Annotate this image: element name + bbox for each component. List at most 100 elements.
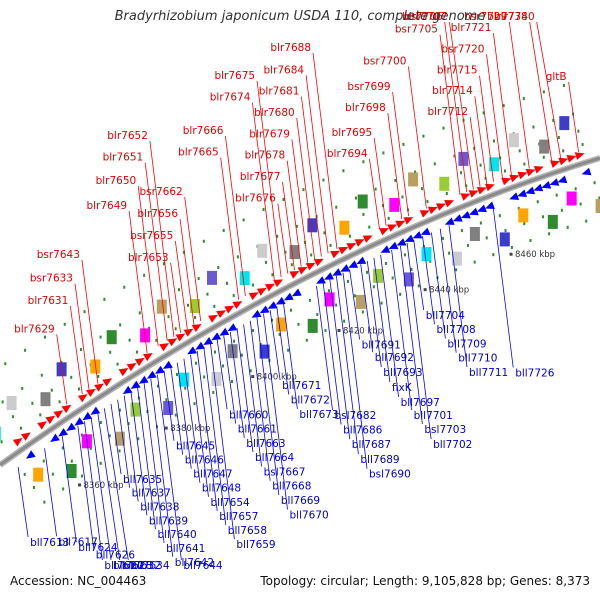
track-tick-5 — [32, 485, 35, 489]
reverse-gene-leader — [276, 306, 290, 395]
forward-strand-arrow — [256, 287, 267, 296]
track-tick-5 — [89, 446, 92, 450]
track-tick-6 — [529, 238, 532, 242]
kbp-tick-mark — [509, 252, 513, 256]
forward-strand-arrow — [550, 160, 560, 168]
feature-block-lower — [179, 372, 190, 387]
forward-strand-arrow — [191, 324, 202, 332]
track-tick-6 — [249, 369, 252, 373]
track-tick-5 — [410, 267, 413, 271]
track-tick-4 — [175, 373, 178, 377]
forward-strand-arrow — [501, 177, 512, 186]
track-tick-4 — [42, 459, 45, 463]
forward-gene-leader — [174, 240, 188, 329]
forward-gene-label: blr7678 — [245, 150, 286, 162]
reverse-gene-label: bll7692 — [375, 352, 414, 364]
track-tick-0 — [194, 315, 197, 319]
reverse-strand-arrow — [267, 301, 278, 309]
forward-gene-leader — [256, 80, 282, 278]
feature-block-upper — [339, 220, 350, 235]
feature-block-lower — [66, 464, 77, 478]
reverse-gene-leader — [170, 366, 184, 455]
forward-gene-label: bsr7729 — [464, 11, 507, 23]
genome-title: Bradyrhizobium japonicum USDA 110, compl… — [114, 9, 486, 24]
feature-block-upper — [508, 133, 519, 148]
track-tick-0 — [39, 413, 42, 417]
track-tick-4 — [328, 289, 331, 293]
feature-block-upper — [389, 197, 400, 212]
track-tick-2 — [138, 311, 141, 315]
feature-block-upper — [559, 116, 570, 131]
reverse-strand-arrow — [420, 227, 431, 235]
reverse-gene-label: bll7689 — [360, 454, 399, 466]
track-tick-4 — [479, 221, 482, 225]
track-tick-4 — [156, 384, 159, 388]
track-tick-3 — [43, 335, 46, 339]
feature-block-lower — [307, 318, 318, 333]
feature-block-upper — [189, 299, 200, 313]
track-tick-6 — [455, 268, 458, 272]
track-tick-5 — [429, 259, 432, 263]
forward-gene-label: blr7738 — [487, 11, 528, 23]
forward-gene-label: bsr7720 — [441, 43, 484, 55]
forward-strand-arrow — [143, 353, 153, 362]
forward-gene-label: blr7676 — [235, 193, 276, 205]
feature-block-upper — [439, 176, 450, 191]
forward-strand-arrow — [126, 363, 137, 372]
forward-strand-arrow — [444, 200, 455, 208]
feature-block-lower — [324, 292, 335, 307]
reverse-gene-leader — [283, 302, 298, 409]
track-tick-3 — [382, 151, 385, 155]
track-tick-2 — [217, 266, 220, 270]
track-tick-6 — [193, 402, 196, 406]
forward-gene-leader — [74, 283, 90, 390]
feature-block-lower — [421, 247, 432, 262]
forward-strand-arrow — [45, 415, 56, 425]
track-tick-6 — [566, 225, 569, 229]
track-tick-4 — [498, 214, 501, 218]
forward-gene-label: bsr7655 — [130, 230, 173, 242]
feature-block-upper — [207, 270, 217, 285]
feature-block-lower — [355, 294, 366, 309]
track-tick-3 — [282, 197, 285, 201]
forward-gene-label: bsr7707 — [404, 11, 447, 23]
track-tick-0 — [116, 362, 119, 366]
track-tick-0 — [368, 225, 371, 229]
reverse-gene-label: bll7668 — [272, 481, 311, 493]
reverse-gene-label: bsl7703 — [424, 424, 466, 436]
track-tick-6 — [174, 413, 177, 417]
track-tick-2 — [492, 139, 495, 143]
forward-gene-label: blr7715 — [437, 65, 478, 77]
reverse-gene-label: bll7671 — [282, 380, 321, 392]
track-tick-2 — [453, 154, 456, 158]
track-tick-4 — [118, 408, 121, 412]
reverse-strand-arrow — [146, 370, 157, 379]
reverse-gene-label: bll7691 — [362, 340, 401, 352]
forward-strand-arrow — [224, 305, 235, 314]
reverse-gene-label: bll7710 — [458, 353, 497, 365]
reverse-strand-arrow — [283, 292, 294, 301]
forward-gene-leader — [373, 137, 387, 227]
track-tick-0 — [58, 400, 61, 404]
kbp-tick-mark — [337, 328, 341, 332]
forward-strand-arrow — [12, 438, 23, 447]
reverse-gene-leader — [373, 257, 391, 383]
track-tick-3 — [242, 218, 245, 222]
reverse-gene-label: bll7704 — [426, 310, 466, 322]
forward-strand-arrow — [86, 388, 96, 397]
track-tick-5 — [240, 353, 243, 357]
kbp-tick-label: 8400 kbp — [257, 373, 297, 383]
track-tick-1 — [401, 195, 404, 199]
reverse-gene-leader — [439, 228, 457, 353]
reverse-gene-leader — [223, 335, 237, 424]
track-tick-5 — [203, 375, 206, 379]
track-tick-4 — [194, 361, 197, 365]
forward-strand-arrow — [403, 217, 414, 225]
reverse-gene-label: bll7686 — [343, 425, 383, 437]
forward-gene-leader — [296, 117, 316, 260]
forward-gene-label: blr7721 — [451, 22, 492, 34]
track-tick-0 — [542, 155, 545, 159]
track-tick-6 — [99, 461, 102, 465]
kbp-tick-mark — [251, 375, 255, 379]
forward-strand-arrow — [574, 152, 585, 160]
